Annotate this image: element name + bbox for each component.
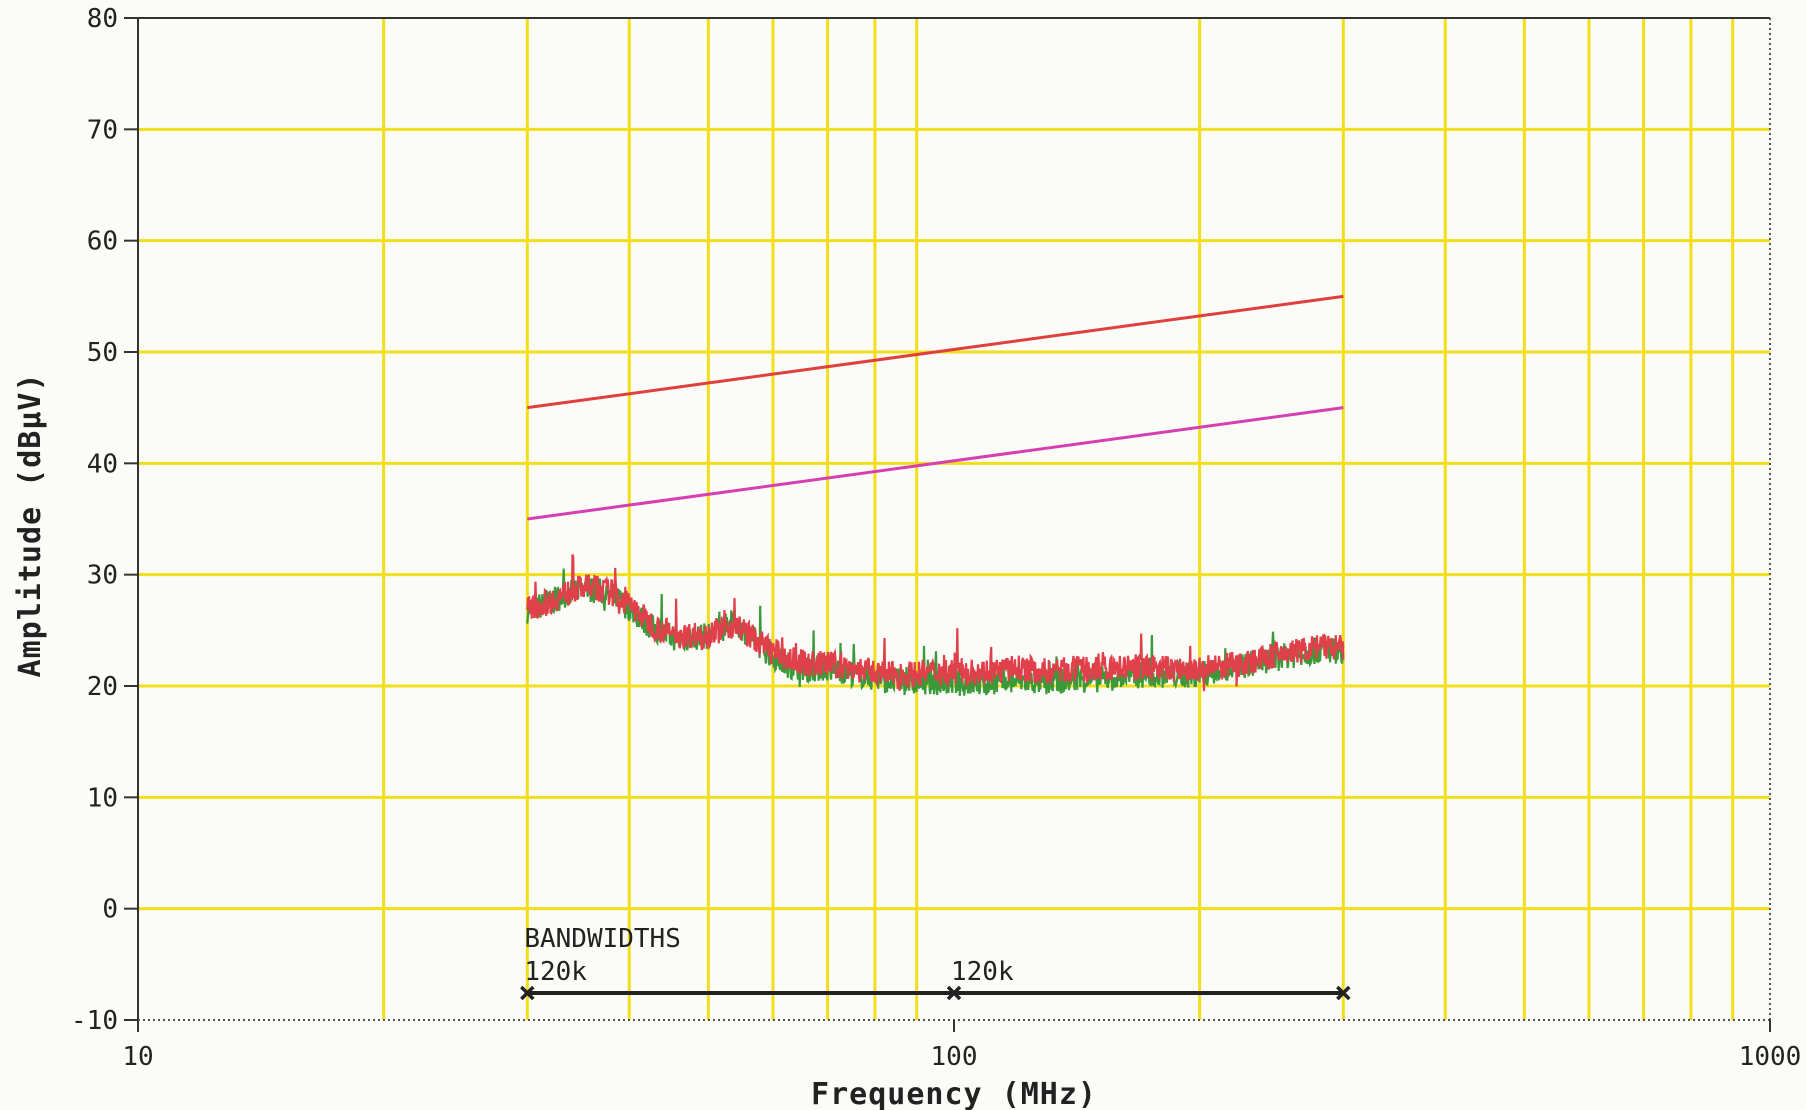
y-tick-label: 30 <box>87 561 118 591</box>
bandwidth-label: 120k <box>951 957 1014 987</box>
y-axis-title: Amplitude (dBµV) <box>13 373 48 678</box>
y-tick-label: 20 <box>87 672 118 702</box>
y-axis: -10 0 10 20 30 40 50 60 70 80 <box>71 4 138 1036</box>
y-tick-label: -10 <box>71 1006 118 1036</box>
y-tick-label: 0 <box>102 895 118 925</box>
limit-line <box>527 294 1344 410</box>
y-tick-label: 80 <box>87 4 118 34</box>
grid <box>138 18 1770 1020</box>
bandwidth-marker <box>946 985 962 1001</box>
series-line <box>526 554 1345 692</box>
y-tick-label: 50 <box>87 338 118 368</box>
bandwidth-marker <box>1336 985 1351 1001</box>
y-tick-label: 60 <box>87 227 118 257</box>
limit-line <box>527 406 1344 521</box>
limit-lines <box>527 294 1344 521</box>
x-tick-label: 10 <box>122 1042 153 1072</box>
x-axis-title: Frequency (MHz) <box>811 1077 1097 1110</box>
x-axis: 10 100 1000 <box>122 1020 1801 1072</box>
y-tick-label: 70 <box>87 115 118 145</box>
bandwidth-title: BANDWIDTHS <box>524 924 681 954</box>
y-tick-label: 10 <box>87 783 118 813</box>
data-series <box>526 554 1345 696</box>
x-tick-label: 100 <box>931 1042 978 1072</box>
y-tick-label: 40 <box>87 449 118 479</box>
x-tick-label: 1000 <box>1739 1042 1802 1072</box>
bandwidth-marker <box>520 985 535 1001</box>
bandwidth-label: 120k <box>524 957 587 987</box>
plot-background <box>138 18 1770 1020</box>
